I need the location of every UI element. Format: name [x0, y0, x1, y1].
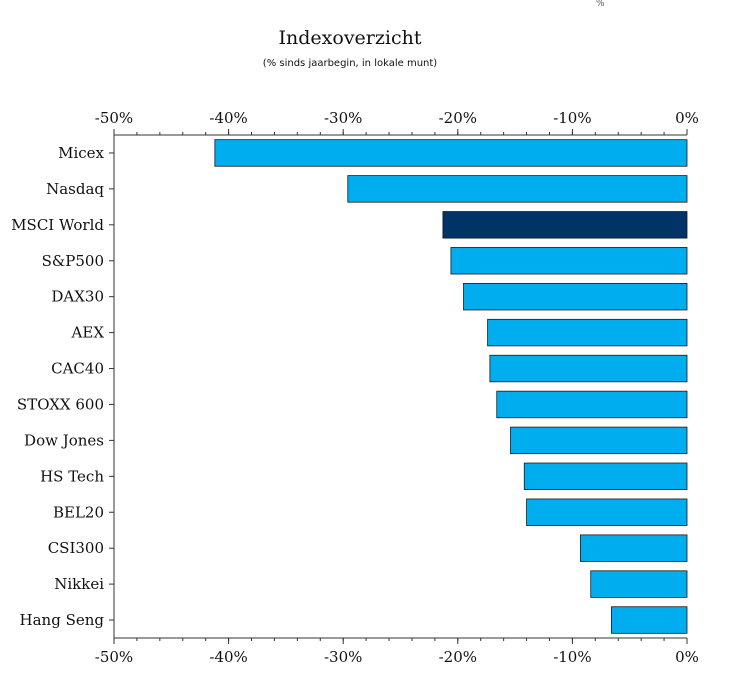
bar-hang-seng — [610, 606, 688, 634]
chart-subtitle: (% sinds jaarbegin, in lokale munt) — [263, 58, 437, 69]
bar-nasdaq — [347, 175, 688, 203]
category-label: CAC40 — [51, 360, 104, 378]
top-tick-label: -20% — [439, 109, 477, 127]
category-label: DAX30 — [51, 288, 104, 306]
bottom-tick-label: -50% — [95, 648, 133, 666]
bottom-tick-label: -40% — [209, 648, 247, 666]
category-label: BEL20 — [53, 503, 104, 521]
category-label: AEX — [71, 324, 105, 342]
bar-msci-world — [442, 211, 688, 239]
category-label: Hang Seng — [20, 611, 105, 629]
category-label: MSCI World — [11, 216, 104, 234]
bars — [214, 139, 688, 634]
bar-s-p500 — [450, 247, 688, 275]
bottom-tick-label: 0% — [675, 648, 699, 666]
category-label: S&P500 — [42, 252, 104, 270]
bottom-tick-label: -30% — [324, 648, 362, 666]
category-label: Nikkei — [54, 575, 104, 593]
top-tick-label: -50% — [95, 109, 133, 127]
category-label: Nasdaq — [46, 180, 104, 198]
bar-csi300 — [580, 534, 688, 562]
bar-micex — [214, 139, 688, 167]
category-label: HS Tech — [40, 467, 104, 485]
bar-cac40 — [489, 354, 688, 383]
category-label: Micex — [58, 144, 104, 162]
top-tick-label: -40% — [209, 109, 247, 127]
bar-stoxx-600 — [496, 390, 688, 419]
category-label: CSI300 — [48, 539, 104, 557]
top-tick-label: -30% — [324, 109, 362, 127]
bar-hs-tech — [523, 462, 688, 491]
corner-mark: % — [596, 0, 605, 9]
top-tick-label: -10% — [553, 109, 591, 127]
chart-title: Indexoverzicht — [279, 27, 422, 49]
bottom-tick-label: -20% — [439, 648, 477, 666]
axes: -50% -50% -40% -40% -30% -30% -20% -20% -10% -10%… — [95, 109, 699, 666]
bar-nikkei — [590, 570, 688, 598]
category-labels: Micex Nasdaq MSCI World S&P500 DAX30 AEX CAC40… — [11, 144, 104, 629]
bar-dax30 — [463, 282, 688, 311]
bar-bel20 — [526, 498, 688, 526]
category-label: Dow Jones — [24, 431, 104, 449]
bar-aex — [487, 318, 688, 347]
category-label: STOXX 600 — [17, 395, 104, 413]
top-tick-label: 0% — [675, 109, 699, 127]
bottom-tick-label: -10% — [553, 648, 591, 666]
bar-dow-jones — [510, 426, 688, 455]
